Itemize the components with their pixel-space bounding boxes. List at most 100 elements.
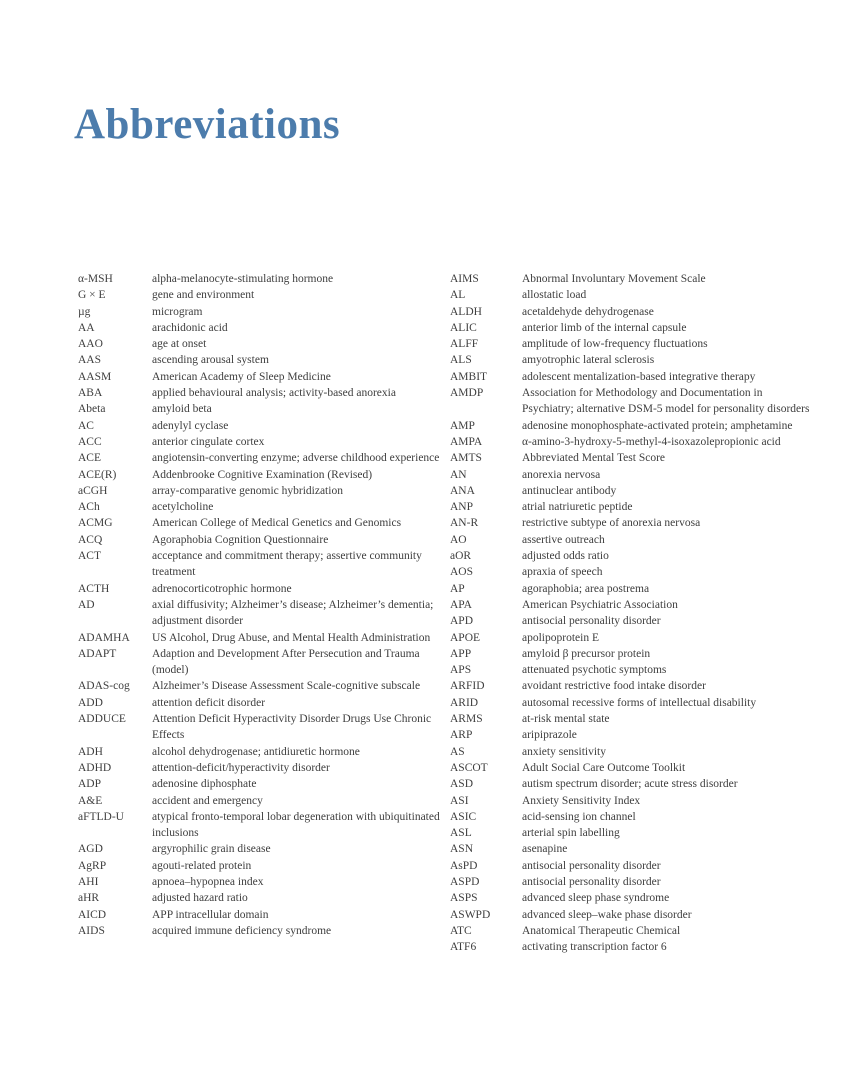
abbreviation-definition: anterior cingulate cortex [152,435,265,448]
abbreviation-entry: AAS ascending arousal system [78,352,444,368]
abbreviation-term: ACE [78,452,101,465]
abbreviation-entry: ASPS advanced sleep phase syndrome [450,890,824,906]
abbreviation-entry: APD antisocial personality disorder [450,613,824,629]
abbreviation-definition: angiotensin-converting enzyme; adverse c… [152,452,440,465]
abbreviation-term: Abeta [78,403,106,416]
abbreviation-definition: alcohol dehydrogenase; antidiuretic horm… [152,745,360,758]
abbreviation-definition: activating transcription factor 6 [522,941,667,954]
abbreviation-definition: Abnormal Involuntary Movement Scale [522,273,706,285]
abbreviation-entry: ACC anterior cingulate cortex [78,434,444,450]
abbreviation-definition: American Psychiatric Association [522,598,678,611]
abbreviation-term: ARP [450,729,473,742]
abbreviation-entry: AMDP Association for Methodology and Docu… [450,385,824,418]
abbreviation-term: ASCOT [450,761,488,774]
abbreviation-entry: APP amyloid β precursor protein [450,646,824,662]
abbreviation-entry: AsPD antisocial personality disorder [450,858,824,874]
abbreviation-term: AD [78,598,95,611]
abbreviation-entry: AAO age at onset [78,336,444,352]
abbreviation-definition: avoidant restrictive food intake disorde… [522,680,706,693]
abbreviation-definition: antisocial personality disorder [522,859,661,872]
abbreviation-term: AMPA [450,435,483,448]
abbreviation-definition: advanced sleep phase syndrome [522,892,670,905]
abbreviation-entry: AN-R restrictive subtype of anorexia nerv… [450,515,824,531]
abbreviation-term: ADAS-cog [78,680,130,693]
abbreviation-term: AsPD [450,859,478,872]
abbreviation-definition: anxiety sensitivity [522,745,607,758]
abbreviation-term: AMDP [450,387,484,400]
abbreviation-entry: ARID autosomal recessive forms of intelle… [450,695,824,711]
abbreviation-definition: adenosine monophosphate-activated protei… [522,419,793,432]
abbreviation-entry: ASIC acid-sensing ion channel [450,809,824,825]
abbreviation-term: APD [450,615,474,628]
abbreviation-term: ACMG [78,517,113,530]
abbreviation-entry: APS attenuated psychotic symptoms [450,662,824,678]
abbreviation-definition: Anatomical Therapeutic Chemical [522,924,681,937]
abbreviation-term: ACTH [78,582,110,595]
abbreviation-definition: adolescent mentalization-based integrati… [522,370,756,383]
abbreviation-definition: anterior limb of the internal capsule [522,321,687,334]
abbreviation-definition: adjusted hazard ratio [152,892,248,905]
abbreviation-definition: agouti-related protein [152,859,252,872]
abbreviation-term: aFTLD-U [78,810,124,823]
abbreviation-term: ASN [450,843,474,856]
abbreviation-term: AC [78,419,94,432]
abbreviation-entry: ADAMHA US Alcohol, Drug Abuse, and Mental… [78,630,444,646]
abbreviation-definition: atrial natriuretic peptide [522,501,633,514]
abbreviation-definition: acquired immune deficiency syndrome [152,924,332,937]
abbreviation-term: APS [450,664,472,677]
abbreviation-term: aOR [450,550,472,563]
abbreviation-term: aCGH [78,484,108,497]
abbreviation-definition: Agoraphobia Cognition Questionnaire [152,533,329,546]
abbreviation-definition: agoraphobia; area postrema [522,582,650,595]
abbreviation-definition: ascending arousal system [152,354,269,367]
abbreviation-term: ADAPT [78,647,117,660]
abbreviation-term: AIDS [78,924,105,937]
abbreviation-definition: age at onset [152,338,207,351]
abbreviation-entry: ALS amyotrophic lateral sclerosis [450,352,824,368]
abbreviation-entry: ADHD attention-deficit/hyperactivity diso… [78,760,444,776]
abbreviation-term: AN-R [450,517,479,530]
abbreviation-term: ADH [78,745,103,758]
abbreviation-term: AIMS [450,273,479,285]
abbreviation-definition: axial diffusivity; Alzheimer’s disease; … [152,598,434,628]
abbreviation-term: α-MSH [78,273,113,285]
abbreviation-definition: American College of Medical Genetics and… [152,517,402,530]
page-title: Abbreviations [74,101,341,148]
abbreviation-term: µg [78,305,91,318]
abbreviation-entry: ADAPT Adaption and Development After Pers… [78,646,444,679]
abbreviation-definition: apraxia of speech [522,566,603,579]
abbreviation-entry: AA arachidonic acid [78,320,444,336]
abbreviation-term: G × E [78,289,106,302]
abbreviation-entry: ASD autism spectrum disorder; acute stres… [450,776,824,792]
abbreviation-term: ABA [78,387,103,400]
abbreviation-definition: apnoea–hypopnea index [152,875,264,888]
abbreviation-entry: ACTH adrenocorticotrophic hormone [78,581,444,597]
abbreviation-definition: Addenbrooke Cognitive Examination (Revis… [152,468,373,481]
abbreviation-entry: µg microgram [78,304,444,320]
abbreviation-term: AO [450,533,467,546]
abbreviation-entry: Abeta amyloid beta [78,401,444,417]
abbreviation-entry: ASN asenapine [450,841,824,857]
abbreviation-entry: AO assertive outreach [450,532,824,548]
abbreviation-term: ANA [450,484,475,497]
abbreviation-entry: aOR adjusted odds ratio [450,548,824,564]
abbreviation-term: ALDH [450,305,482,318]
abbreviation-list: α-MSH alpha-melanocyte-stimulating hormon… [78,271,824,955]
abbreviation-term: AGD [78,843,103,856]
abbreviation-definition: acetaldehyde dehydrogenase [522,305,654,318]
abbreviation-definition: restrictive subtype of anorexia nervosa [522,517,701,530]
abbreviation-definition: asenapine [522,843,568,856]
abbreviation-definition: attenuated psychotic symptoms [522,664,667,677]
abbreviation-term: ASPS [450,892,478,905]
abbreviation-entry: ACE angiotensin-converting enzyme; advers… [78,450,444,466]
abbreviation-term: AS [450,745,465,758]
abbreviation-term: AMBIT [450,370,488,383]
abbreviation-term: ASI [450,794,469,807]
abbreviation-term: A&E [78,794,103,807]
abbreviation-entry: AMPA α-amino-3-hydroxy-5-methyl-4-isoxazo… [450,434,824,450]
abbreviation-entry: ADP adenosine diphosphate [78,776,444,792]
abbreviation-definition: amyloid β precursor protein [522,647,651,660]
abbreviation-entry: ARMS at-risk mental state [450,711,824,727]
abbreviation-definition: at-risk mental state [522,713,610,726]
abbreviation-term: ACh [78,501,100,514]
